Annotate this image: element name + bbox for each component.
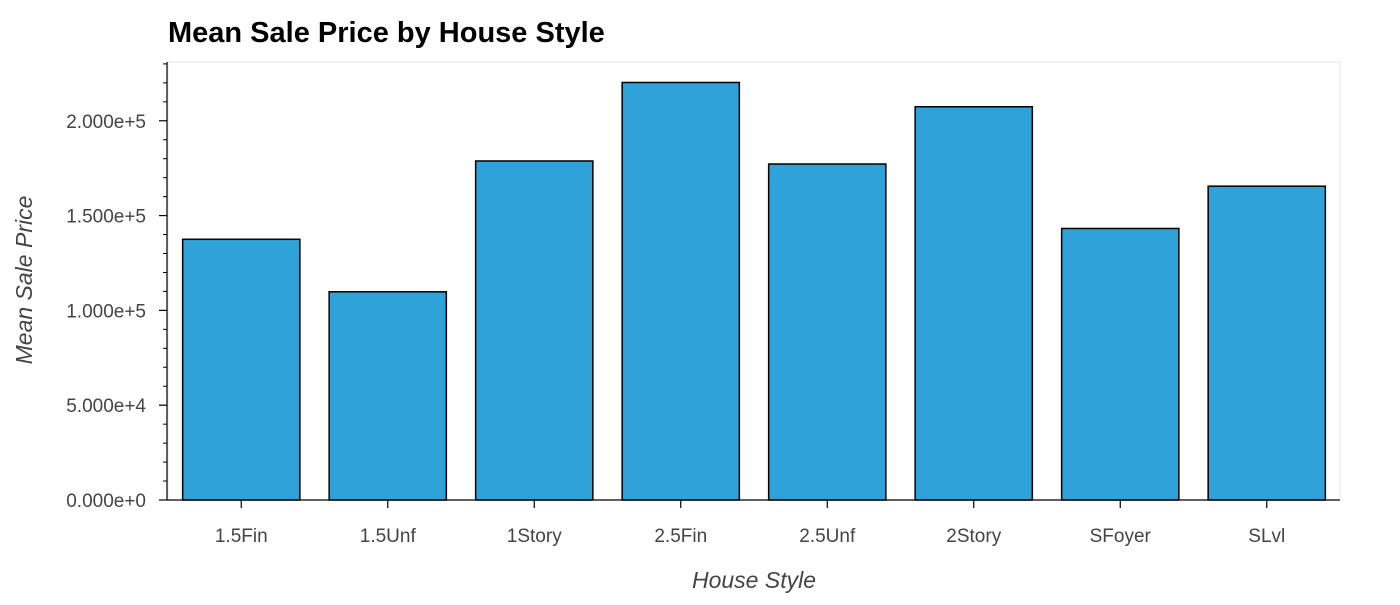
bar-2.5unf[interactable] — [767, 163, 887, 501]
x-axis-label: House Style — [692, 567, 816, 593]
bar-2story[interactable] — [914, 106, 1034, 501]
x-tick-label: 1Story — [507, 526, 562, 547]
bar-1.5fin[interactable] — [181, 238, 301, 501]
bar-sfoyer[interactable] — [1060, 227, 1180, 501]
x-tick-label: 2.5Fin — [654, 526, 707, 547]
y-tick-label: 1.000e+5 — [66, 301, 146, 322]
y-axis: 0.000e+0 5.000e+4 1.000e+5 1.500e+5 2.000e+5 — [66, 62, 168, 512]
bar-1.5unf[interactable] — [328, 291, 448, 501]
y-tick-label: 1.500e+5 — [66, 207, 146, 228]
x-tick-label: 2Story — [946, 526, 1001, 547]
x-tick-label: 1.5Fin — [215, 526, 268, 547]
chart-title: Mean Sale Price by House Style — [168, 17, 605, 49]
bar-2.5fin[interactable] — [621, 81, 741, 501]
x-tick-label: 1.5Unf — [360, 526, 417, 547]
y-tick-label: 5.000e+4 — [66, 396, 146, 417]
y-tick-label: 0.000e+0 — [66, 491, 146, 512]
y-axis-label: Mean Sale Price — [11, 196, 37, 365]
y-tick-label: 2.000e+5 — [66, 112, 146, 133]
x-tick-label: 2.5Unf — [799, 526, 856, 547]
bar-1story[interactable] — [474, 160, 594, 501]
bars-group — [181, 81, 1327, 501]
bar-slvl[interactable] — [1207, 185, 1327, 501]
x-tick-label: SLvl — [1248, 526, 1285, 547]
x-axis: 1.5Fin 1.5Unf 1Story 2.5Fin 2.5Unf 2Story SFoy… — [167, 499, 1340, 547]
x-tick-label: SFoyer — [1090, 526, 1152, 547]
